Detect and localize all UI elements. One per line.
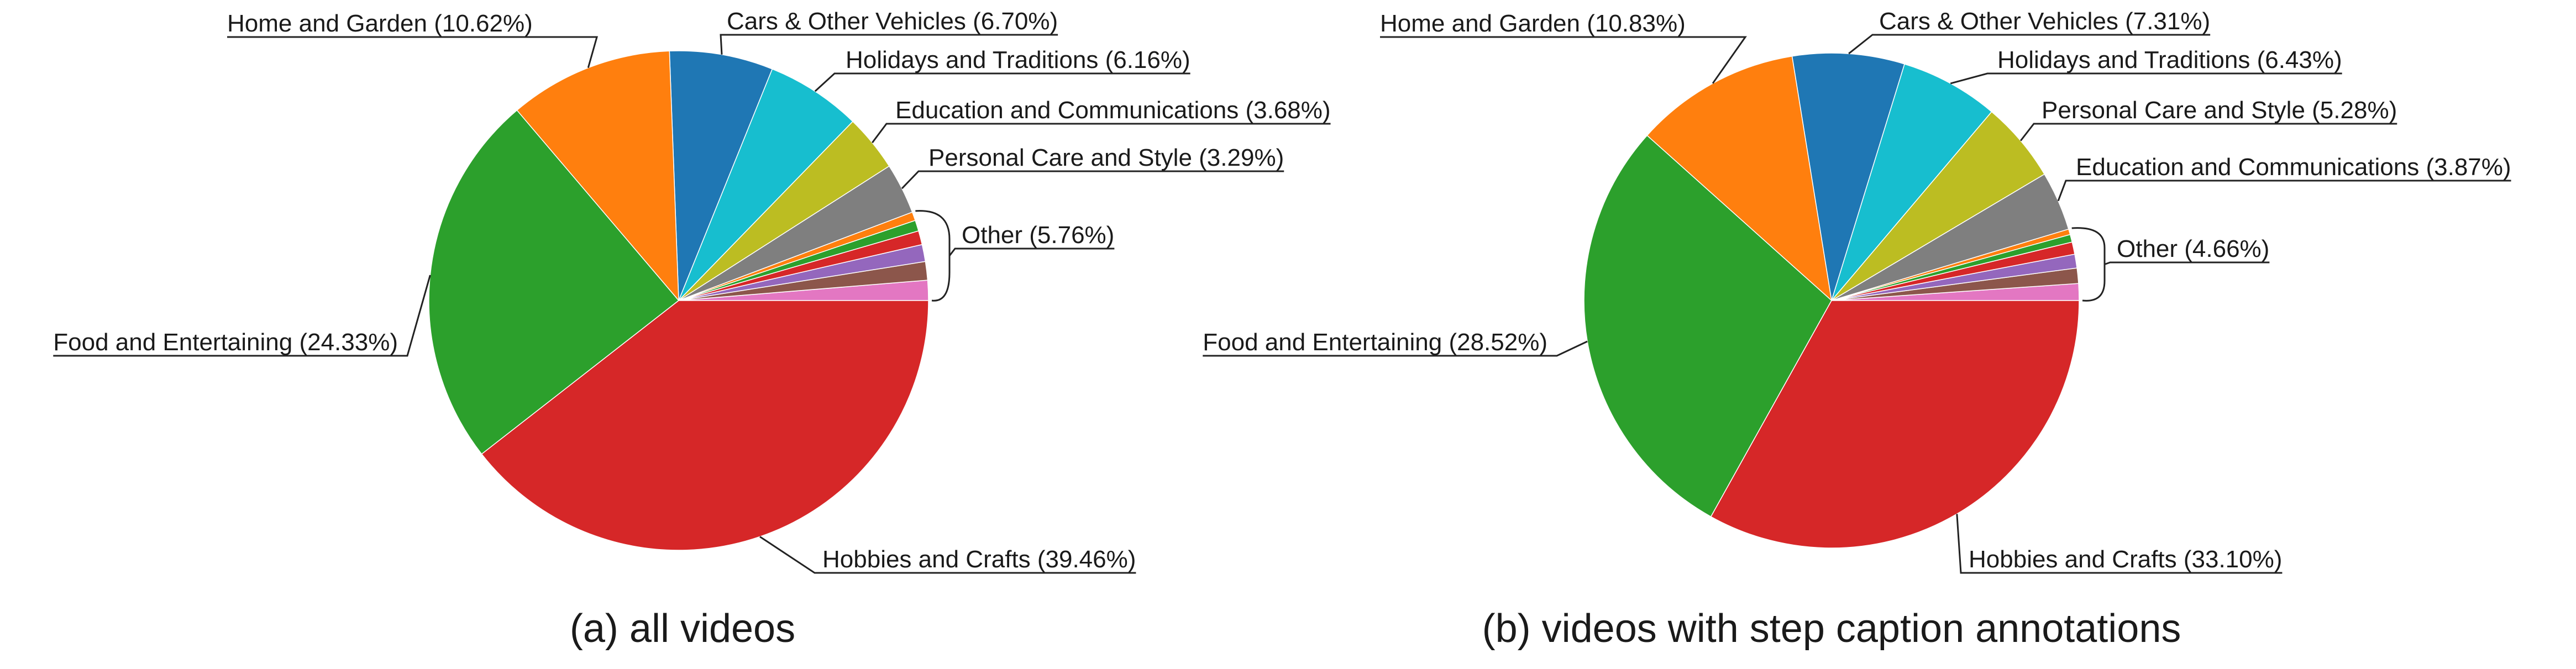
slice-label-personal: Personal Care and Style (5.28%) — [2042, 97, 2397, 124]
slice-label-education: Education and Communications (3.68%) — [895, 97, 1331, 124]
chart-caption: (b) videos with step caption annotations — [1482, 607, 2181, 651]
slice-label-food: Food and Entertaining (24.33%) — [53, 329, 398, 356]
pie-slice-holidays-and-traditions — [1831, 63, 1992, 301]
other-bracket — [915, 210, 951, 302]
leader-line-other — [948, 247, 1115, 256]
leader-line-hobbies — [759, 536, 1136, 574]
leader-line-home — [1380, 36, 1747, 84]
slice-label-holidays: Holidays and Traditions (6.16%) — [846, 46, 1190, 73]
leader-line-cars — [720, 34, 1058, 55]
leader-line-personal — [901, 170, 1284, 189]
slice-label-education: Education and Communications (3.87%) — [2076, 154, 2511, 181]
slice-label-cars: Cars & Other Vehicles (7.31%) — [1879, 8, 2210, 35]
slice-label-hobbies: Hobbies and Crafts (33.10%) — [1969, 546, 2282, 573]
slice-label-food: Food and Entertaining (28.52%) — [1203, 329, 1547, 356]
slice-label-home: Home and Garden (10.62%) — [227, 10, 533, 37]
slice-label-holidays: Holidays and Traditions (6.43%) — [1997, 46, 2342, 73]
leader-line-holidays — [814, 72, 1190, 92]
leader-line-home — [227, 36, 598, 69]
pie-chart-step-caption-videos: Hobbies and Crafts (33.10%) Food and Ente… — [1203, 8, 2511, 651]
leader-line-hobbies — [1956, 514, 2283, 574]
slice-label-other: Other (5.76%) — [962, 222, 1114, 249]
slice-label-home: Home and Garden (10.83%) — [1380, 10, 1686, 37]
slice-label-personal: Personal Care and Style (3.29%) — [928, 144, 1284, 171]
leader-line-education — [872, 123, 1331, 144]
slice-label-cars: Cars & Other Vehicles (6.70%) — [727, 8, 1058, 35]
pie-slice-holidays-and-traditions — [678, 68, 854, 301]
leader-line-education — [2057, 180, 2511, 202]
other-bracket — [2071, 227, 2106, 302]
pie-chart-all-videos: Hobbies and Crafts (39.46%) Food and Ente… — [53, 8, 1331, 651]
slice-label-hobbies: Hobbies and Crafts (39.46%) — [822, 546, 1136, 573]
leader-line-food — [53, 275, 431, 357]
leader-line-other — [2104, 261, 2270, 265]
pie-slice-personal-care-and-style — [1831, 111, 2045, 301]
chart-caption: (a) all videos — [570, 607, 795, 651]
leader-line-food — [1203, 340, 1588, 357]
leader-line-cars — [1848, 34, 2211, 55]
leader-line-holidays — [1950, 72, 2342, 85]
slice-label-other: Other (4.66%) — [2117, 235, 2269, 262]
leader-line-personal — [2019, 123, 2397, 141]
pie-slice-cars-other-vehicles — [669, 50, 773, 301]
pie-slice-hobbies-and-crafts — [1710, 300, 2080, 549]
